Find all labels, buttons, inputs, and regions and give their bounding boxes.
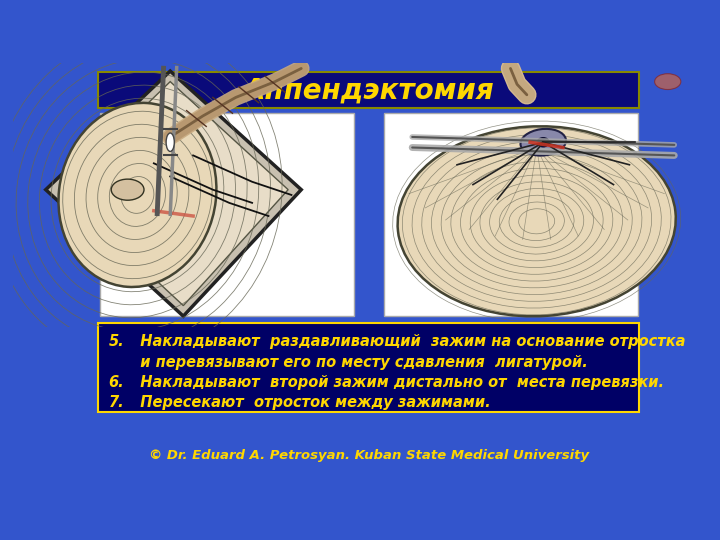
Text: © Dr. Eduard A. Petrosyan. Kuban State Medical University: © Dr. Eduard A. Petrosyan. Kuban State M… [149,449,589,462]
Text: Накладывают  второй зажим дистально от  места перевязки.: Накладывают второй зажим дистально от ме… [130,375,664,390]
Text: 6.: 6. [109,375,124,390]
Ellipse shape [58,103,217,287]
Ellipse shape [166,133,174,151]
Text: Пересекают  отросток между зажимами.: Пересекают отросток между зажимами. [130,395,490,410]
FancyBboxPatch shape [99,322,639,412]
Polygon shape [59,82,288,306]
Text: Накладывают  раздавливающий  зажим на основание отростка: Накладывают раздавливающий зажим на осно… [130,334,685,349]
Text: Аппендэктомия: Аппендэктомия [243,76,495,104]
Ellipse shape [521,129,566,156]
FancyBboxPatch shape [384,113,638,316]
FancyBboxPatch shape [100,113,354,316]
Ellipse shape [536,137,550,147]
Ellipse shape [111,179,144,200]
Text: и перевязывают его по месту сдавления  лигатурой.: и перевязывают его по месту сдавления ли… [130,355,588,369]
Ellipse shape [654,74,681,90]
Text: 7.: 7. [109,395,124,410]
FancyBboxPatch shape [99,72,639,109]
Text: 5.: 5. [109,334,124,349]
Ellipse shape [397,126,676,316]
Polygon shape [46,71,301,316]
